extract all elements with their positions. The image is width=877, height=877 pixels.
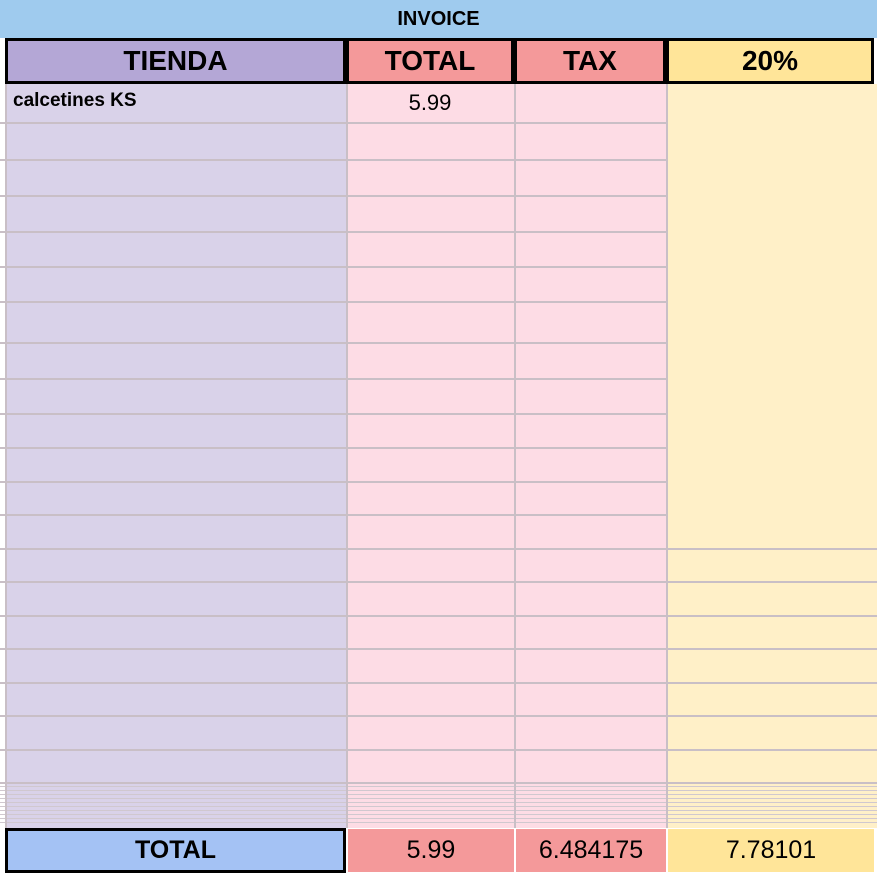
column-header: TAX: [514, 38, 666, 84]
column-bg: [346, 84, 514, 828]
grid-line: [0, 818, 877, 819]
grid-line: [0, 782, 877, 784]
grid-line: [666, 84, 668, 828]
grid-line: [0, 447, 666, 449]
title-bar: INVOICE: [0, 0, 877, 38]
grid-line: [0, 810, 877, 811]
column-header: TIENDA: [5, 38, 346, 84]
grid-line: [0, 682, 877, 684]
grid-line: [0, 786, 877, 787]
cell: calcetines KS: [13, 90, 137, 111]
grid-line: [514, 84, 516, 828]
grid-line: [0, 195, 666, 197]
total-value: 5.99: [348, 829, 514, 872]
grid-line: [0, 794, 877, 795]
grid-line: [0, 648, 877, 650]
total-label: TOTAL: [5, 828, 346, 873]
grid-line: [0, 798, 877, 799]
grid-line: [0, 822, 877, 823]
grid-line: [0, 814, 877, 815]
column-header: 20%: [666, 38, 874, 84]
grid-line: [0, 806, 877, 807]
column-bg: [514, 84, 666, 828]
total-value: 6.484175: [516, 829, 666, 872]
grid-line: [0, 802, 877, 803]
grid-line: [0, 481, 666, 483]
grid-line: [0, 301, 666, 303]
total-value: 7.78101: [668, 829, 874, 872]
column-bg: [666, 84, 874, 828]
grid-line: [0, 749, 877, 751]
grid-line: [5, 84, 7, 828]
grid-line: [346, 84, 348, 828]
grid-line: [0, 122, 666, 124]
grid-line: [0, 231, 666, 233]
grid-line: [0, 378, 666, 380]
grid-line: [0, 413, 666, 415]
grid-line: [0, 266, 666, 268]
column-bg: [5, 84, 346, 828]
cell: 5.99: [408, 90, 452, 115]
grid-line: [0, 514, 666, 516]
grid-line: [0, 548, 877, 550]
column-header: TOTAL: [346, 38, 514, 84]
column-bg: [874, 84, 877, 828]
grid-line: [0, 715, 877, 717]
grid-line: [0, 790, 877, 791]
grid-line: [0, 159, 666, 161]
grid-line: [0, 615, 877, 617]
grid-line: [0, 342, 666, 344]
grid-line: [0, 581, 877, 583]
